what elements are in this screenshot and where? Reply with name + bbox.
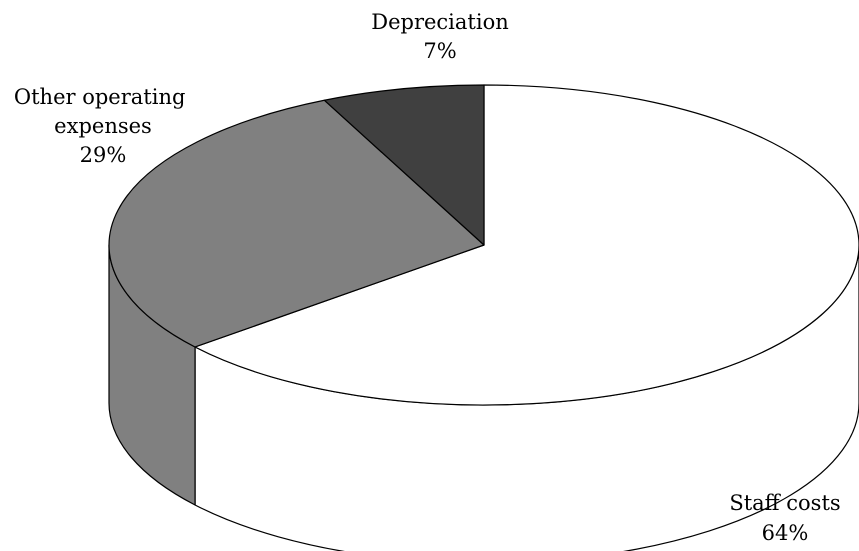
- pie-slice-depreciation: [323, 84, 485, 246]
- label-other-name: Other operating expenses: [14, 85, 192, 138]
- slice-labels: Depreciation 7% Other operating expenses…: [14, 10, 841, 545]
- label-other-name-line2: expenses: [54, 114, 152, 138]
- label-depreciation-value-text: 7%: [423, 39, 456, 63]
- label-depreciation-value: 7%: [423, 39, 456, 63]
- pie-slice-other-operating-expenses: [108, 99, 485, 348]
- label-other-value-text: 29%: [80, 143, 127, 167]
- label-depreciation-name: Depreciation: [371, 10, 509, 34]
- label-other-name-line1: Other operating: [14, 85, 186, 109]
- pie-slice-staff-costs: [194, 84, 859, 406]
- label-staff-value: 64%: [762, 521, 809, 545]
- label-depreciation-name-text: Depreciation: [371, 10, 509, 34]
- label-staff-value-text: 64%: [762, 521, 809, 545]
- label-staff-name-text: Staff costs: [729, 491, 840, 515]
- label-other-value: 29%: [80, 143, 127, 167]
- label-staff-name: Staff costs: [729, 491, 840, 515]
- pie-top-face: [108, 84, 859, 406]
